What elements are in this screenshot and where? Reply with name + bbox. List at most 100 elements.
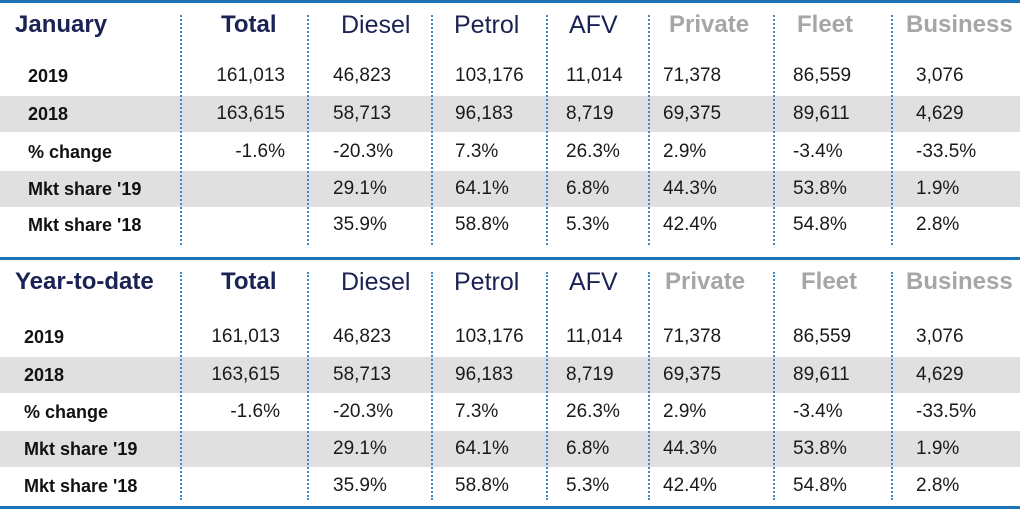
cell-afv: 5.3% (566, 475, 610, 496)
cell-private: 42.4% (663, 475, 717, 496)
cell-fleet: 53.8% (793, 438, 847, 459)
column-separator (180, 15, 182, 245)
cell-total: -1.6% (230, 401, 280, 422)
row-label: 2019 (28, 66, 69, 86)
cell-total: -1.6% (235, 141, 285, 162)
cell-afv: 5.3% (566, 214, 610, 235)
table-row: % change -1.6% -20.3% 7.3% 26.3% 2.9% -3… (0, 134, 1020, 170)
cell-petrol: 7.3% (455, 401, 499, 422)
cell-afv: 26.3% (566, 401, 620, 422)
cell-business: 3,076 (916, 65, 964, 86)
cell-petrol: 103,176 (455, 65, 524, 86)
cell-total: 161,013 (216, 65, 285, 86)
cell-fleet: -3.4% (793, 401, 843, 422)
cell-business: -33.5% (916, 141, 977, 162)
cell-private: 69,375 (663, 364, 722, 385)
cell-business: 2.8% (916, 214, 960, 235)
row-label: Mkt share '19 (24, 439, 138, 459)
cell-fleet: 54.8% (793, 475, 847, 496)
cell-fleet: -3.4% (793, 141, 843, 162)
cell-petrol: 64.1% (455, 178, 509, 199)
cell-petrol: 7.3% (455, 141, 499, 162)
cell-diesel: 58,713 (333, 364, 392, 385)
header-fleet: Fleet (801, 268, 858, 295)
header-private: Private (669, 11, 750, 38)
cell-private: 71,378 (663, 65, 722, 86)
cell-fleet: 89,611 (793, 103, 850, 124)
cell-diesel: 35.9% (333, 214, 387, 235)
cell-total: 161,013 (211, 326, 280, 347)
cell-business: -33.5% (916, 401, 977, 422)
cell-diesel: 58,713 (333, 103, 392, 124)
cell-fleet: 89,611 (793, 364, 850, 385)
row-label: Mkt share '18 (24, 476, 138, 496)
cell-business: 1.9% (916, 178, 960, 199)
column-separator (546, 15, 548, 245)
header-total: Total (221, 268, 277, 295)
table-row: 2018 163,615 58,713 96,183 8,719 69,375 … (0, 96, 1020, 132)
middle-rule (0, 257, 1020, 260)
cell-petrol: 103,176 (455, 326, 524, 347)
cell-private: 69,375 (663, 103, 722, 124)
cell-private: 71,378 (663, 326, 722, 347)
cell-total: 163,615 (211, 364, 280, 385)
cell-diesel: 35.9% (333, 475, 387, 496)
cell-business: 2.8% (916, 475, 960, 496)
cell-petrol: 58.8% (455, 475, 509, 496)
bottom-rule (0, 506, 1020, 509)
column-separator (431, 15, 433, 245)
cell-afv: 8,719 (566, 364, 614, 385)
column-separator (546, 272, 548, 500)
cell-diesel: -20.3% (333, 141, 394, 162)
row-label: 2018 (24, 365, 65, 385)
cell-private: 2.9% (663, 401, 707, 422)
header-private: Private (665, 268, 746, 295)
section-title: January (15, 11, 108, 38)
cell-afv: 11,014 (566, 65, 623, 86)
header-petrol: Petrol (454, 10, 520, 39)
year-to-date-table: Year-to-date Total Diesel Petrol AFV Pri… (0, 260, 1020, 506)
column-separator (773, 15, 775, 245)
header-afv: AFV (569, 267, 618, 296)
cell-private: 44.3% (663, 178, 717, 199)
cell-total: 163,615 (216, 103, 285, 124)
cell-business: 4,629 (916, 103, 964, 124)
january-table: January Total Diesel Petrol AFV Private … (0, 3, 1020, 255)
column-separator (307, 272, 309, 500)
cell-afv: 26.3% (566, 141, 620, 162)
cell-fleet: 54.8% (793, 214, 847, 235)
cell-fleet: 86,559 (793, 326, 852, 347)
table-row: Mkt share '18 35.9% 58.8% 5.3% 42.4% 54.… (0, 207, 1020, 243)
column-separator (431, 272, 433, 500)
header-afv: AFV (569, 10, 618, 39)
cell-afv: 8,719 (566, 103, 614, 124)
table-row: Mkt share '18 35.9% 58.8% 5.3% 42.4% 54.… (0, 468, 1020, 504)
row-label: % change (28, 142, 113, 162)
header-business: Business (906, 11, 1013, 38)
table-row: 2019 161,013 46,823 103,176 11,014 71,37… (0, 58, 1020, 94)
section-title: Year-to-date (15, 268, 154, 295)
cell-private: 44.3% (663, 438, 717, 459)
column-separator (891, 15, 893, 245)
table-row: Mkt share '19 29.1% 64.1% 6.8% 44.3% 53.… (0, 171, 1020, 207)
header-total: Total (221, 11, 277, 38)
cell-diesel: -20.3% (333, 401, 394, 422)
header-diesel: Diesel (341, 10, 411, 39)
cell-business: 1.9% (916, 438, 960, 459)
cell-afv: 11,014 (566, 326, 623, 347)
header-fleet: Fleet (797, 11, 854, 38)
cell-business: 3,076 (916, 326, 964, 347)
cell-diesel: 46,823 (333, 326, 392, 347)
header-business: Business (906, 268, 1013, 295)
cell-afv: 6.8% (566, 438, 610, 459)
table-row: 2018 163,615 58,713 96,183 8,719 69,375 … (0, 357, 1020, 393)
cell-petrol: 96,183 (455, 103, 514, 124)
header-diesel: Diesel (341, 267, 411, 296)
top-rule (0, 0, 1020, 3)
cell-petrol: 96,183 (455, 364, 514, 385)
table-row: % change -1.6% -20.3% 7.3% 26.3% 2.9% -3… (0, 394, 1020, 430)
header-petrol: Petrol (454, 267, 520, 296)
row-label: 2019 (24, 327, 65, 347)
cell-private: 2.9% (663, 141, 707, 162)
cell-fleet: 86,559 (793, 65, 852, 86)
